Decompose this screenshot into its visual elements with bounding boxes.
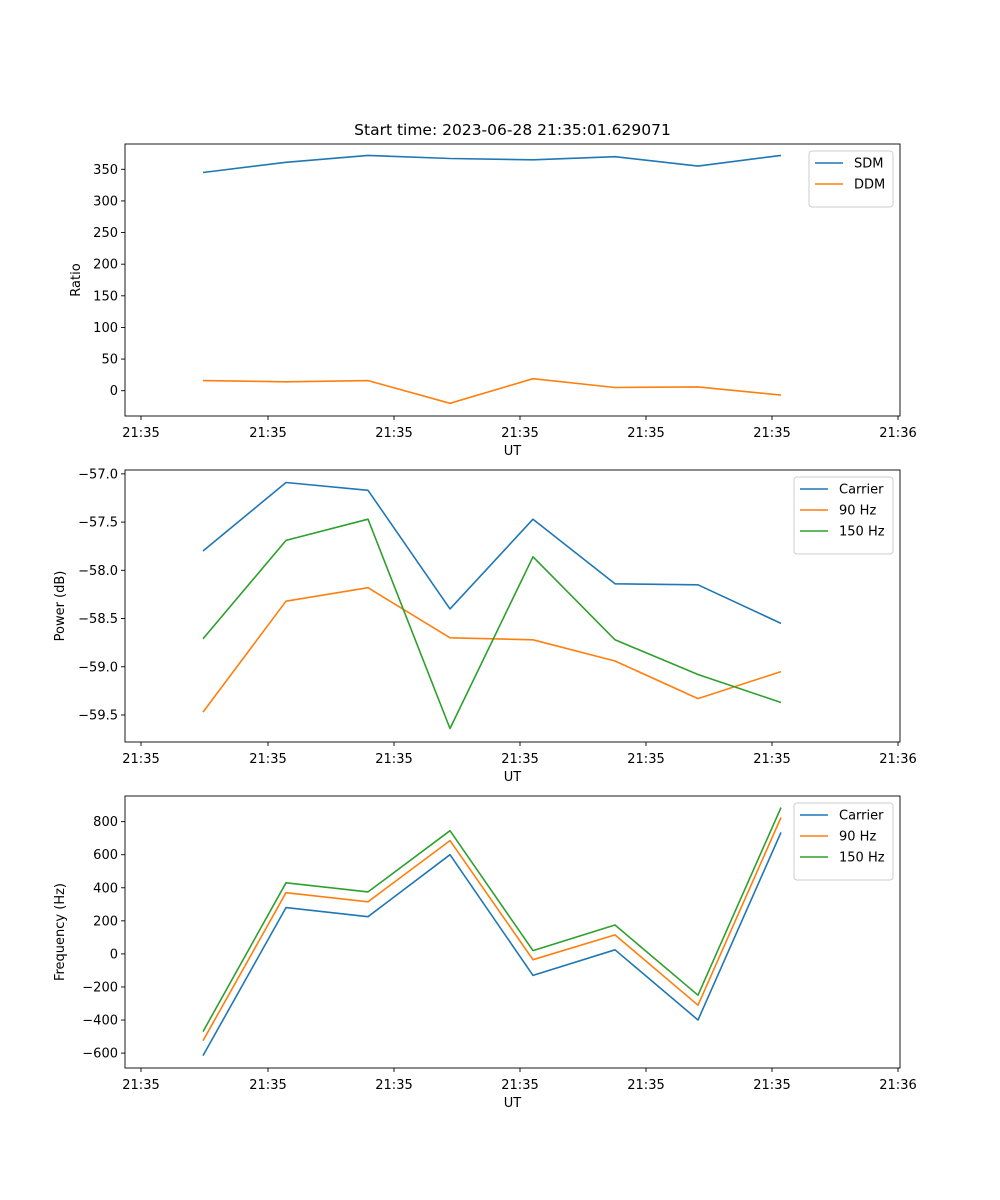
series-line-sdm bbox=[202, 154, 782, 174]
legend-label: 90 Hz bbox=[839, 504, 876, 519]
y-axis-label: Frequency (Hz) bbox=[53, 883, 68, 981]
x-tick-label: 21:35 bbox=[122, 1078, 159, 1093]
y-axis-label: Power (dB) bbox=[53, 571, 68, 642]
x-tick-label: 21:35 bbox=[501, 426, 538, 441]
x-tick-label: 21:35 bbox=[501, 1078, 538, 1093]
x-tick-label: 21:36 bbox=[879, 1078, 916, 1093]
series-line-carrier bbox=[202, 481, 782, 625]
y-tick-label: −59.5 bbox=[78, 708, 118, 723]
x-tick-label: 21:36 bbox=[879, 752, 916, 767]
legend-box bbox=[808, 150, 894, 208]
y-tick-label: 100 bbox=[93, 321, 118, 336]
plot-frame bbox=[124, 469, 901, 743]
legend-box bbox=[793, 802, 894, 881]
y-axis-label: Ratio bbox=[69, 263, 84, 296]
x-tick-label: 21:35 bbox=[753, 426, 790, 441]
y-tick-label: 400 bbox=[93, 881, 118, 896]
series-line-90-hz bbox=[202, 817, 782, 1042]
y-tick-label: −58.0 bbox=[78, 564, 118, 579]
legend-label: Carrier bbox=[839, 809, 884, 824]
x-tick-label: 21:35 bbox=[627, 1078, 664, 1093]
x-tick-label: 21:35 bbox=[753, 752, 790, 767]
y-tick-label: 350 bbox=[93, 163, 118, 178]
subplot-2: −57.0 −57.5 −58.0 −58.5 −59.0 −59.5 21:35 21:35… bbox=[53, 467, 917, 785]
y-tick-label: −400 bbox=[82, 1014, 118, 1029]
x-tick-label: 21:35 bbox=[627, 752, 664, 767]
legend-label: SDM bbox=[854, 157, 883, 172]
plot-frame bbox=[124, 143, 901, 417]
y-tick-label: 800 bbox=[93, 815, 118, 830]
y-tick-label: 150 bbox=[93, 289, 118, 304]
legend: Carrier 90 Hz 150 Hz bbox=[793, 476, 894, 555]
x-tick-label: 21:35 bbox=[501, 752, 538, 767]
y-tick-label: −57.0 bbox=[78, 467, 118, 482]
y-tick-label: −600 bbox=[82, 1047, 118, 1062]
legend: SDM DDM bbox=[808, 150, 894, 208]
x-axis-label: UT bbox=[504, 770, 522, 785]
x-tick-label: 21:35 bbox=[122, 426, 159, 441]
y-tick-label: 0 bbox=[110, 947, 118, 962]
y-tick-label: 200 bbox=[93, 914, 118, 929]
series-line-ddm bbox=[202, 377, 782, 405]
chart-title: Start time: 2023-06-28 21:35:01.629071 bbox=[354, 121, 671, 139]
legend: Carrier 90 Hz 150 Hz bbox=[793, 802, 894, 881]
y-tick-label: 50 bbox=[101, 353, 118, 368]
x-tick-label: 21:35 bbox=[249, 1078, 286, 1093]
series-line-150-hz bbox=[202, 807, 782, 1032]
x-axis-label: UT bbox=[504, 1096, 522, 1111]
x-tick-label: 21:35 bbox=[249, 752, 286, 767]
x-tick-label: 21:35 bbox=[375, 752, 412, 767]
series-line-carrier bbox=[202, 832, 782, 1056]
legend-box bbox=[793, 476, 894, 555]
series-line-150-hz bbox=[202, 518, 782, 730]
y-tick-label: 200 bbox=[93, 258, 118, 273]
legend-label: Carrier bbox=[839, 483, 884, 498]
y-tick-label: −200 bbox=[82, 980, 118, 995]
y-tick-label: 600 bbox=[93, 848, 118, 863]
legend-label: 90 Hz bbox=[839, 830, 876, 845]
legend-label: 150 Hz bbox=[839, 851, 885, 866]
legend-label: DDM bbox=[854, 178, 885, 193]
subplot-3: 800 600 400 200 0 −200 −400 −600 21:35 21:35 21:35… bbox=[53, 795, 917, 1111]
x-tick-label: 21:35 bbox=[249, 426, 286, 441]
x-tick-label: 21:35 bbox=[122, 752, 159, 767]
y-tick-label: −57.5 bbox=[78, 516, 118, 531]
x-tick-label: 21:36 bbox=[879, 426, 916, 441]
y-tick-label: −59.0 bbox=[78, 660, 118, 675]
y-tick-label: −58.5 bbox=[78, 612, 118, 627]
series-line-90-hz bbox=[202, 586, 782, 713]
x-axis-label: UT bbox=[504, 444, 522, 459]
x-tick-label: 21:35 bbox=[753, 1078, 790, 1093]
plot-frame bbox=[124, 795, 901, 1069]
y-tick-label: 300 bbox=[93, 194, 118, 209]
x-tick-label: 21:35 bbox=[375, 426, 412, 441]
x-tick-label: 21:35 bbox=[627, 426, 664, 441]
y-tick-label: 0 bbox=[110, 384, 118, 399]
subplot-1: 0 50 100 150 200 250 300 350 21:35 21:35 21:35 21:3… bbox=[69, 143, 917, 459]
y-tick-label: 250 bbox=[93, 226, 118, 241]
x-tick-label: 21:35 bbox=[375, 1078, 412, 1093]
legend-label: 150 Hz bbox=[839, 525, 885, 540]
